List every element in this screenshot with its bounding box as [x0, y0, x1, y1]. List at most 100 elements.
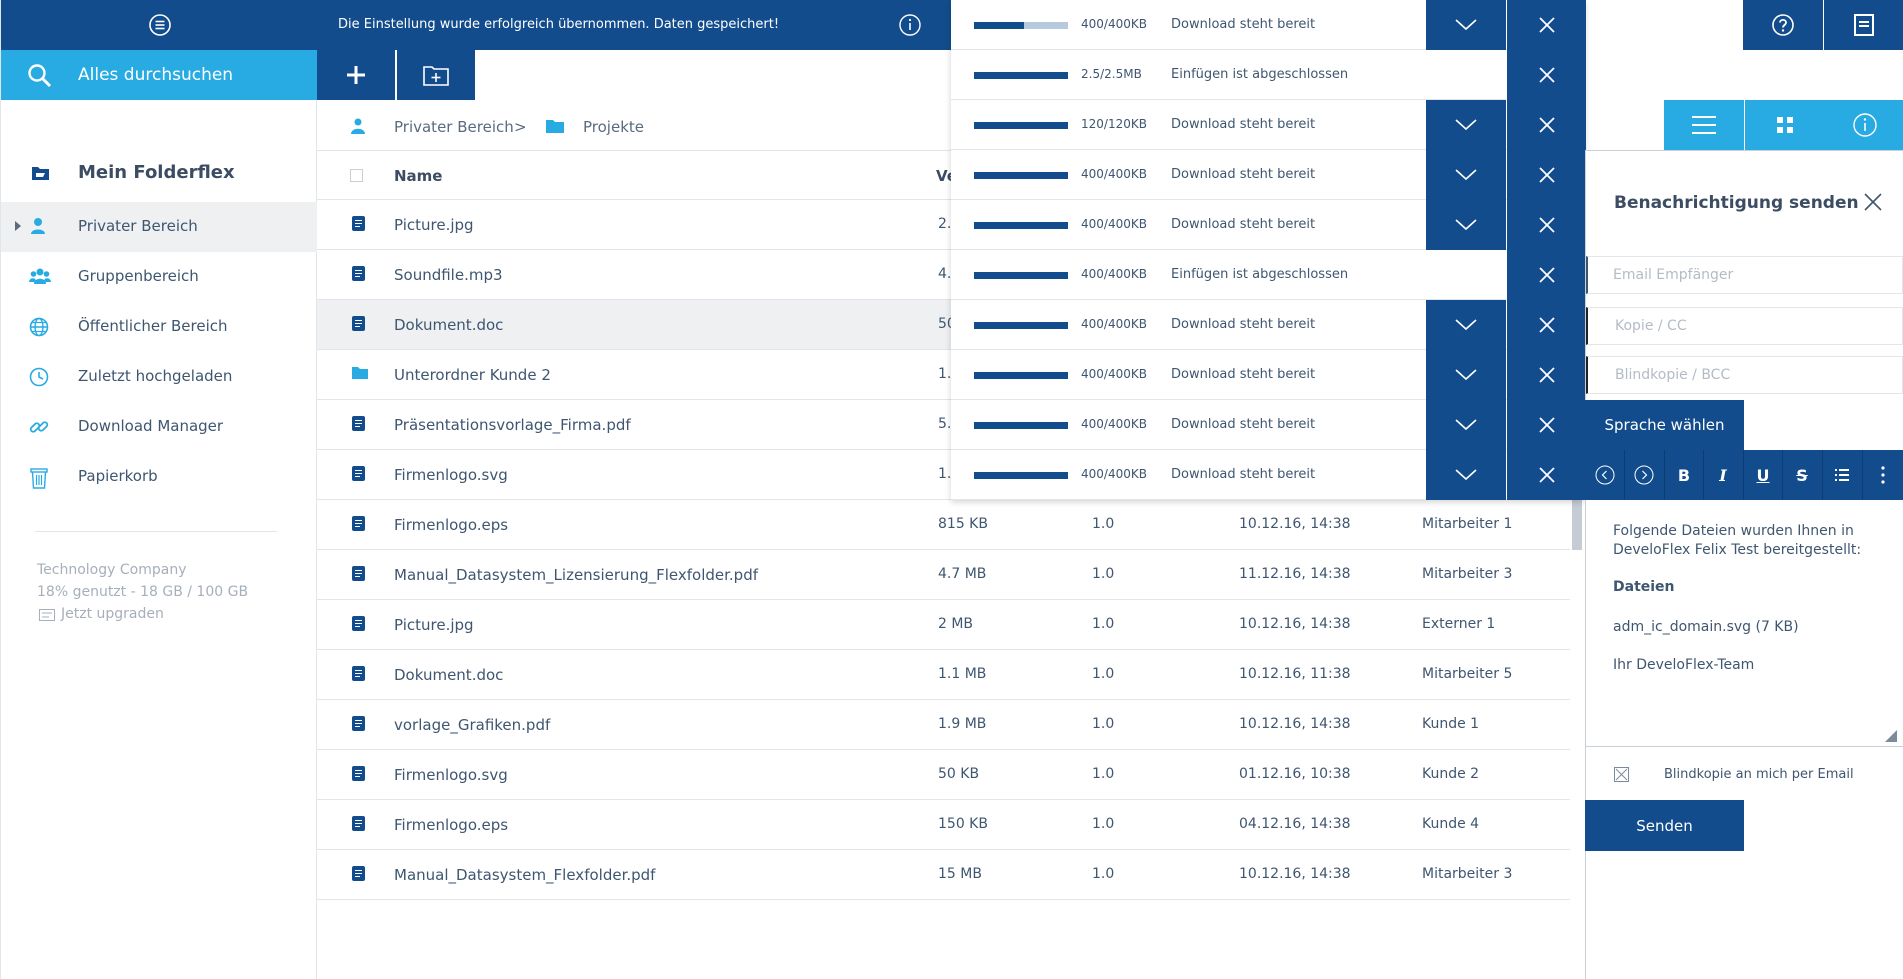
breadcrumb-root[interactable]: Privater Bereich — [394, 118, 514, 136]
sidebar-item-public[interactable]: Öffentlicher Bereich — [1, 302, 317, 352]
scrollbar[interactable] — [1572, 500, 1582, 550]
dismiss-button[interactable] — [1507, 50, 1586, 100]
new-folder-button[interactable] — [397, 50, 475, 100]
sidebar-item-trash[interactable]: Papierkorb — [1, 452, 317, 502]
bcc-field[interactable] — [1586, 356, 1903, 394]
file-name[interactable]: Manual_Datasystem_Lizensierung_Flexfolde… — [394, 566, 758, 584]
download-size: 120/120KB — [1081, 117, 1147, 131]
bcc-me-checkbox[interactable] — [1614, 767, 1629, 782]
table-row[interactable]: Soundfile.mp3 4. — [317, 250, 1570, 300]
download-button[interactable] — [1426, 100, 1506, 150]
details-button[interactable] — [1825, 100, 1903, 150]
dismiss-button[interactable] — [1507, 350, 1586, 400]
file-name[interactable]: Firmenlogo.svg — [394, 466, 508, 484]
italic-button[interactable]: I — [1703, 450, 1742, 500]
dismiss-button[interactable] — [1507, 100, 1586, 150]
table-row[interactable]: Firmenlogo.eps 150 KB 1.0 04.12.16, 14:38 Ku… — [317, 800, 1570, 850]
language-button[interactable]: Sprache wählen — [1585, 400, 1744, 450]
grid-view-button[interactable] — [1745, 100, 1825, 150]
email-recipient-field[interactable] — [1586, 256, 1903, 294]
list-view-button[interactable] — [1664, 100, 1744, 150]
file-name[interactable]: Picture.jpg — [394, 616, 474, 634]
file-name[interactable]: Firmenlogo.eps — [394, 516, 509, 534]
expand-arrow-icon[interactable] — [15, 221, 21, 231]
file-owner: Kunde 2 — [1422, 766, 1480, 782]
file-name[interactable]: Präsentationsvorlage_Firma.pdf — [394, 416, 631, 434]
info-icon[interactable] — [899, 14, 921, 36]
table-row[interactable]: Manual_Datasystem_Lizensierung_Flexfolde… — [317, 550, 1570, 600]
file-name[interactable]: Dokument.doc — [394, 666, 504, 684]
file-owner: Mitarbeiter 1 — [1422, 516, 1513, 532]
dismiss-button[interactable] — [1507, 0, 1586, 50]
grid-icon — [1777, 117, 1793, 133]
dismiss-button[interactable] — [1507, 400, 1586, 450]
table-row[interactable]: Firmenlogo.svg 1. — [317, 450, 1570, 500]
upgrade-link[interactable]: Jetzt upgraden — [61, 606, 164, 622]
table-row[interactable]: Picture.jpg 2 MB 1.0 10.12.16, 14:38 Externe… — [317, 600, 1570, 650]
strikethrough-button[interactable]: S — [1782, 450, 1821, 500]
help-button[interactable] — [1743, 0, 1823, 50]
file-name[interactable]: Unterordner Kunde 2 — [394, 366, 551, 384]
download-button[interactable] — [1426, 200, 1506, 250]
cc-field[interactable] — [1586, 307, 1903, 345]
more-options-button[interactable] — [1862, 450, 1903, 500]
table-row[interactable]: Dokument.doc 1.1 MB 1.0 10.12.16, 11:38 Mita… — [317, 650, 1570, 700]
sidebar-item-download-manager[interactable]: Download Manager — [1, 402, 317, 452]
download-status: Download steht bereit — [1171, 17, 1316, 32]
menu-button[interactable] — [1, 0, 318, 50]
download-button[interactable] — [1426, 400, 1506, 450]
notes-button[interactable] — [1824, 0, 1903, 50]
dismiss-button[interactable] — [1507, 250, 1586, 300]
download-button[interactable] — [1426, 150, 1506, 200]
table-row[interactable]: Picture.jpg 2. — [317, 200, 1570, 250]
dismiss-button[interactable] — [1507, 300, 1586, 350]
underline-button[interactable]: U — [1743, 450, 1782, 500]
table-row[interactable]: Unterordner Kunde 2 1. — [317, 350, 1570, 400]
file-name[interactable]: Soundfile.mp3 — [394, 266, 503, 284]
file-date: 04.12.16, 14:38 — [1239, 816, 1351, 832]
file-name[interactable]: Picture.jpg — [394, 216, 474, 234]
dismiss-button[interactable] — [1507, 450, 1586, 500]
search-bar[interactable]: Alles durchsuchen — [1, 50, 318, 100]
resize-handle-icon[interactable] — [1885, 730, 1897, 742]
message-editor[interactable]: Folgende Dateien wurden Ihnen in DeveloF… — [1586, 500, 1903, 747]
dismiss-button[interactable] — [1507, 200, 1586, 250]
file-name[interactable]: vorlage_Grafiken.pdf — [394, 716, 551, 734]
undo-button[interactable] — [1585, 450, 1624, 500]
progress-bar — [974, 422, 1068, 429]
table-row[interactable]: Präsentationsvorlage_Firma.pdf 5. — [317, 400, 1570, 450]
file-name[interactable]: Dokument.doc — [394, 316, 504, 334]
column-header-name[interactable]: Name — [394, 167, 443, 185]
search-input[interactable]: Alles durchsuchen — [78, 65, 234, 85]
send-button[interactable]: Senden — [1585, 800, 1744, 851]
table-row[interactable]: Manual_Datasystem_Flexfolder.pdf 15 MB 1.0… — [317, 850, 1570, 900]
bold-button[interactable]: B — [1664, 450, 1703, 500]
sidebar-item-group[interactable]: Gruppenbereich — [1, 252, 317, 302]
add-button[interactable] — [317, 50, 395, 100]
close-icon[interactable] — [1863, 192, 1883, 212]
file-name[interactable]: Firmenlogo.svg — [394, 766, 508, 784]
sidebar-item-recent[interactable]: Zuletzt hochgeladen — [1, 352, 317, 402]
redo-button[interactable] — [1624, 450, 1663, 500]
progress-fill — [974, 422, 1068, 429]
table-row[interactable]: Firmenlogo.eps 815 KB 1.0 10.12.16, 14:38 Mi… — [317, 500, 1570, 550]
document-icon — [352, 616, 365, 631]
sidebar-item-private[interactable]: Privater Bereich — [1, 202, 317, 252]
select-all-checkbox[interactable] — [350, 169, 363, 182]
table-row[interactable]: vorlage_Grafiken.pdf 1.9 MB 1.0 10.12.16, 1… — [317, 700, 1570, 750]
download-button[interactable] — [1426, 350, 1506, 400]
file-name[interactable]: Firmenlogo.eps — [394, 816, 509, 834]
file-size: 2 MB — [938, 616, 974, 632]
download-button[interactable] — [1426, 300, 1506, 350]
file-name[interactable]: Manual_Datasystem_Flexfolder.pdf — [394, 866, 656, 884]
trash-icon — [30, 468, 48, 489]
list-button[interactable] — [1822, 450, 1861, 500]
dismiss-button[interactable] — [1507, 150, 1586, 200]
table-row[interactable]: Firmenlogo.svg 50 KB 1.0 01.12.16, 10:38 Kun… — [317, 750, 1570, 800]
download-button[interactable] — [1426, 450, 1506, 500]
file-date: 10.12.16, 14:38 — [1239, 716, 1351, 732]
download-button[interactable] — [1426, 0, 1506, 50]
document-icon — [352, 766, 365, 781]
document-icon — [352, 816, 365, 831]
file-version: 1.0 — [1092, 566, 1115, 582]
